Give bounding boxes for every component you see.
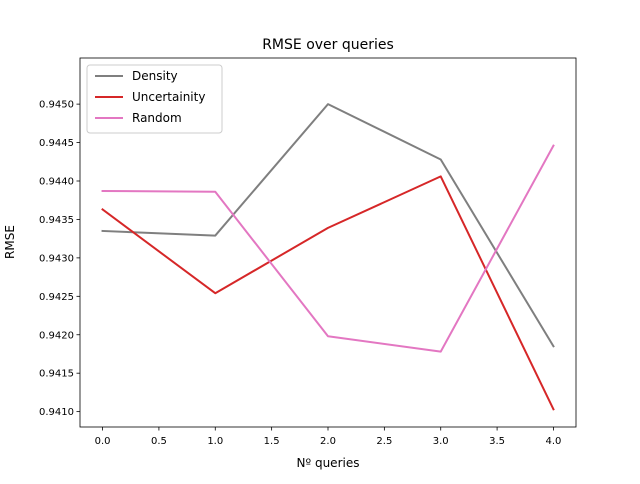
series-line-density — [101, 103, 555, 348]
y-tick-label: 0.9435 — [39, 215, 74, 226]
series-line-random — [101, 144, 555, 353]
x-tick-label: 1.0 — [207, 436, 223, 447]
x-axis-label: Nº queries — [297, 456, 360, 470]
x-tick-label: 4.0 — [546, 436, 562, 447]
x-tick-label: 0.5 — [151, 436, 167, 447]
legend-label-uncertainity: Uncertainity — [132, 90, 205, 104]
legend-label-random: Random — [132, 111, 182, 125]
y-tick-label: 0.9425 — [39, 292, 74, 303]
y-tick-label: 0.9420 — [39, 330, 74, 341]
y-tick-label: 0.9450 — [39, 100, 74, 111]
y-tick-label: 0.9415 — [39, 369, 74, 380]
x-tick-label: 3.5 — [489, 436, 505, 447]
y-tick-label: 0.9440 — [39, 177, 74, 188]
legend-box — [86, 64, 223, 134]
plot-area: 0.0 0.5 1.0 1.5 2.0 2.5 3.0 3.5 4.0 0.9410 0.9415 0… — [39, 57, 577, 447]
legend-label-density: Density — [132, 69, 178, 83]
x-tick-label: 2.5 — [376, 436, 392, 447]
x-tick-label: 2.0 — [320, 436, 336, 447]
x-tick-label: 1.5 — [264, 436, 280, 447]
y-tick-label: 0.9445 — [39, 138, 74, 149]
y-tick-label: 0.9430 — [39, 253, 74, 264]
series-line-uncertainity — [101, 175, 555, 411]
y-axis-label: RMSE — [3, 225, 17, 259]
x-tick-label: 0.0 — [95, 436, 111, 447]
chart-title: RMSE over queries — [262, 37, 394, 53]
y-tick-label: 0.9410 — [39, 407, 74, 418]
x-tick-label: 3.0 — [433, 436, 449, 447]
